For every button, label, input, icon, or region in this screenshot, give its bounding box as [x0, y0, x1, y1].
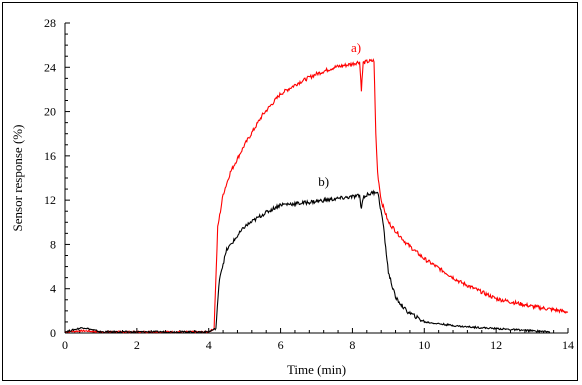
y-tick-label: 0	[50, 326, 56, 340]
x-tick-label: 2	[134, 338, 140, 352]
series-line-a	[64, 58, 569, 334]
y-tick-label: 24	[44, 60, 56, 74]
series-line-b	[64, 189, 551, 334]
y-tick-label: 28	[44, 16, 56, 30]
x-tick-label: 14	[562, 338, 574, 352]
y-tick-label: 4	[50, 282, 56, 296]
series-label-b: b)	[318, 174, 329, 189]
series-layer	[64, 58, 569, 334]
y-tick-label: 20	[44, 105, 56, 119]
chart-frame	[2, 2, 578, 381]
x-tick-label: 6	[278, 338, 284, 352]
y-tick-label: 16	[44, 149, 56, 163]
y-axis-title: Sensor response (%)	[10, 125, 25, 232]
y-tick-label: 8	[50, 237, 56, 251]
x-tick-label: 0	[62, 338, 68, 352]
series-label-a: a)	[351, 40, 361, 55]
labels-layer: a) b)	[318, 40, 361, 189]
x-tick-label: 12	[490, 338, 502, 352]
x-tick-label: 8	[349, 338, 355, 352]
y-tick-label: 12	[44, 193, 56, 207]
x-tick-label: 4	[206, 338, 212, 352]
x-axis-title: Time (min)	[287, 362, 346, 377]
x-tick-label: 10	[418, 338, 430, 352]
